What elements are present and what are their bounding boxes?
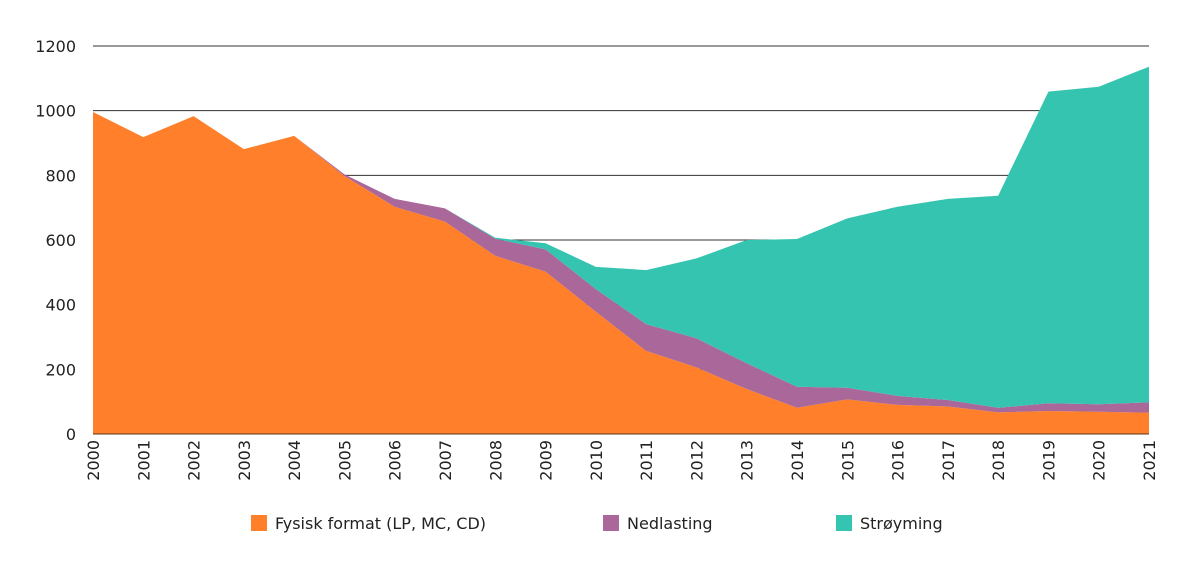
x-tick-label: 2006 <box>386 440 405 481</box>
x-tick-label: 2008 <box>486 440 505 481</box>
legend-swatch-1 <box>603 515 619 531</box>
x-tick-label: 2012 <box>687 440 706 481</box>
x-tick-label: 2015 <box>838 440 857 481</box>
y-tick-label: 1200 <box>35 37 76 56</box>
x-tick-label: 2005 <box>335 440 354 481</box>
legend-label: Nedlasting <box>627 514 713 533</box>
y-tick-label: 200 <box>45 360 76 379</box>
y-tick-label: 400 <box>45 296 76 315</box>
x-tick-label: 2002 <box>185 440 204 481</box>
x-tick-label: 2010 <box>587 440 606 481</box>
x-tick-label: 2004 <box>285 440 304 481</box>
y-tick-label: 0 <box>66 425 76 444</box>
x-tick-label: 2007 <box>436 440 455 481</box>
x-tick-label: 2000 <box>84 440 103 481</box>
area-series-2 <box>93 66 1149 408</box>
x-tick-label: 2009 <box>537 440 556 481</box>
x-tick-label: 2019 <box>1039 440 1058 481</box>
y-tick-label: 800 <box>45 166 76 185</box>
x-tick-label: 2013 <box>738 440 757 481</box>
x-tick-label: 2020 <box>1090 440 1109 481</box>
x-tick-label: 2021 <box>1140 440 1159 481</box>
legend-swatch-0 <box>251 515 267 531</box>
x-tick-label: 2003 <box>235 440 254 481</box>
legend-label: Fysisk format (LP, MC, CD) <box>275 514 486 533</box>
y-tick-label: 600 <box>45 231 76 250</box>
x-tick-label: 2014 <box>788 440 807 481</box>
x-tick-label: 2018 <box>989 440 1008 481</box>
legend-swatch-2 <box>836 515 852 531</box>
x-tick-label: 2017 <box>939 440 958 481</box>
x-tick-label: 2011 <box>637 440 656 481</box>
area-series-0 <box>93 111 1149 435</box>
y-tick-label: 1000 <box>35 102 76 121</box>
x-tick-label: 2016 <box>889 440 908 481</box>
x-tick-label: 2001 <box>134 440 153 481</box>
legend-label: Strøyming <box>860 514 943 533</box>
